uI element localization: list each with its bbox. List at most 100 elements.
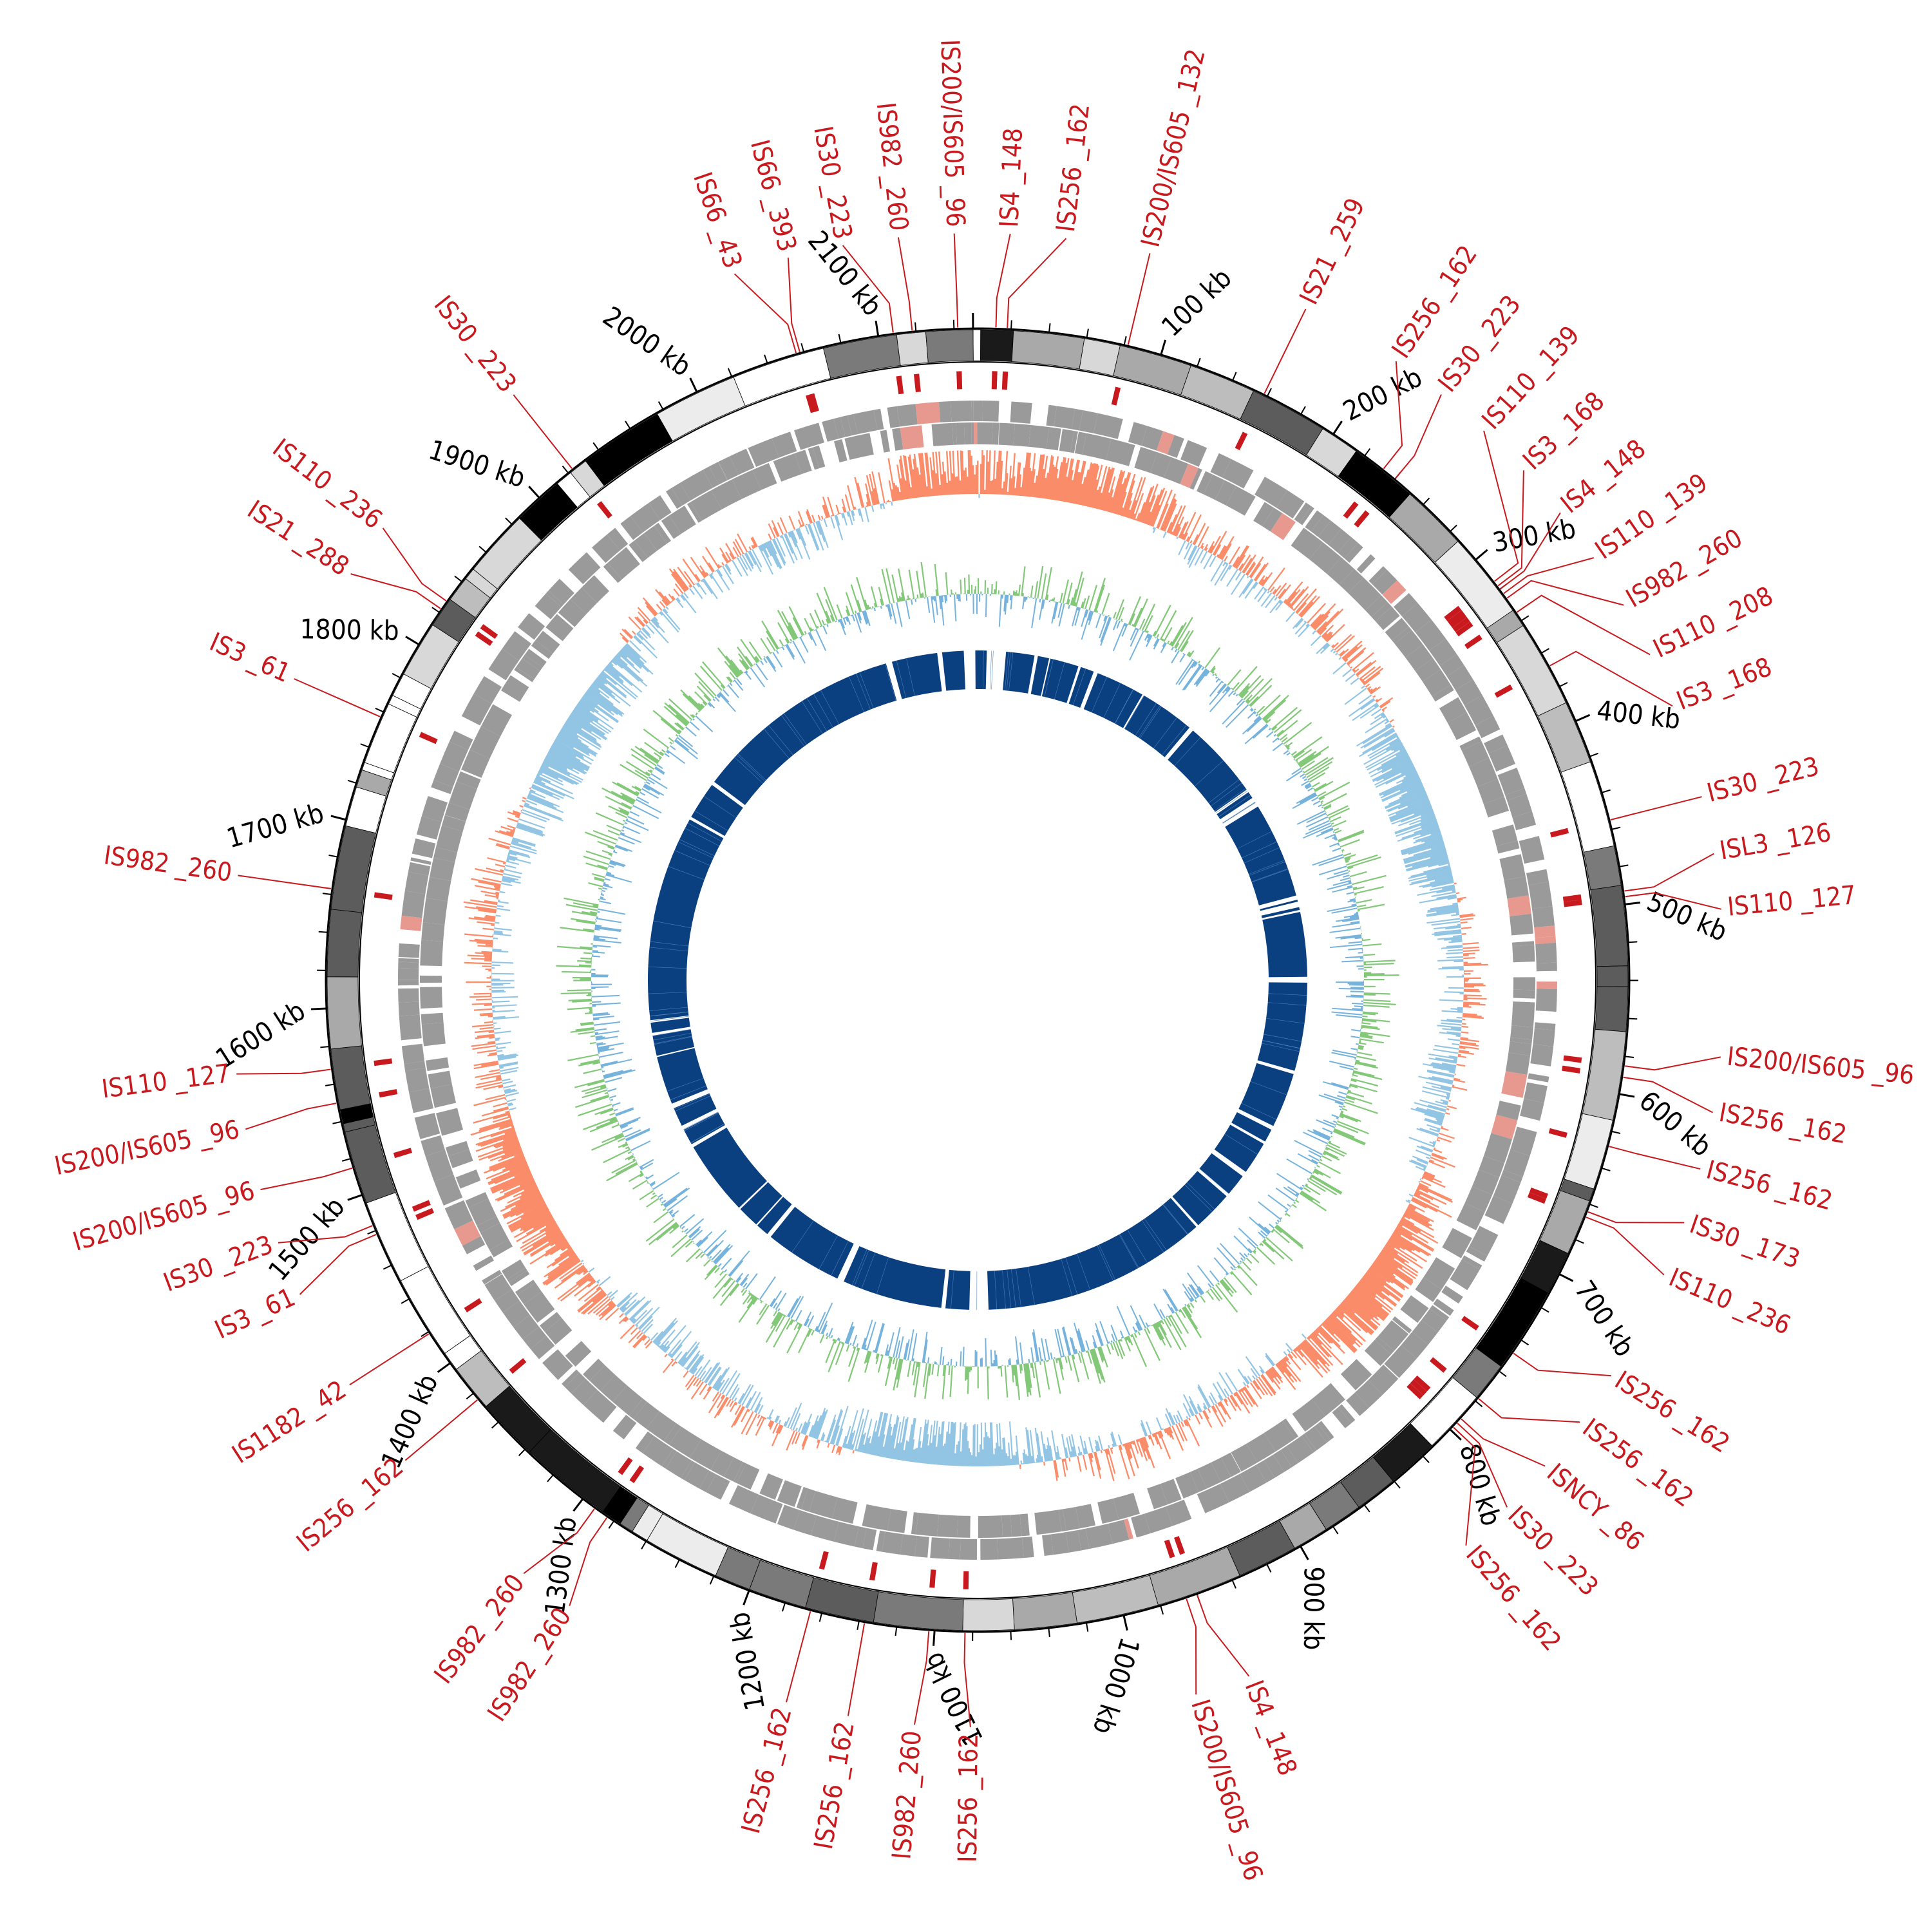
gene-block xyxy=(1511,1001,1535,1028)
minor-tick xyxy=(322,893,332,895)
ideogram-band xyxy=(1497,625,1567,717)
is-element-mark xyxy=(1452,617,1470,632)
inner-ring-stripe xyxy=(1054,662,1065,700)
gene-block xyxy=(1461,741,1490,767)
gene-block xyxy=(971,422,974,445)
gene-block xyxy=(1405,644,1434,671)
inner-ring-stripe xyxy=(654,1036,692,1045)
gene-block xyxy=(1338,536,1358,558)
gene-block xyxy=(669,1426,701,1458)
inner-ring-segment xyxy=(650,1018,690,1033)
minor-tick xyxy=(454,575,462,583)
inner-ring-segment xyxy=(691,784,743,837)
gene-block xyxy=(1019,1513,1030,1537)
gene-block xyxy=(679,469,713,501)
is-leader-line xyxy=(278,1225,373,1244)
gene-block xyxy=(1492,824,1518,846)
inner-ring-stripe xyxy=(694,810,728,831)
is-element-label: IS256 _162 xyxy=(809,1719,860,1852)
inner-ring-stripe xyxy=(791,1220,814,1253)
gene-block xyxy=(509,1270,530,1287)
minor-tick xyxy=(328,854,338,858)
inner-ring-stripe xyxy=(687,822,722,842)
gene-block xyxy=(794,450,812,475)
gene-block xyxy=(840,415,852,437)
gene-block xyxy=(668,506,696,534)
gene-block xyxy=(1402,603,1432,633)
gene-block xyxy=(900,1534,917,1557)
minor-tick xyxy=(625,421,631,430)
gene-block xyxy=(1134,446,1157,473)
minor-tick xyxy=(674,1559,680,1568)
gene-block xyxy=(833,439,848,463)
is-element-label: IS200/IS605 _96 xyxy=(934,39,970,227)
is-leader-line xyxy=(1457,1423,1508,1508)
inner-ring-segment xyxy=(1214,1124,1264,1172)
is-element-mark xyxy=(1343,501,1359,519)
gene-block xyxy=(1374,1336,1394,1355)
gene-block xyxy=(633,1401,659,1429)
gene-block xyxy=(1510,913,1533,936)
minor-tick xyxy=(1123,336,1127,346)
gene-block xyxy=(1503,1150,1530,1177)
is-element-mark xyxy=(1548,1128,1567,1138)
minor-tick xyxy=(1450,524,1457,532)
is-element-mark xyxy=(1494,684,1513,698)
inner-ring-stripe xyxy=(885,663,896,701)
gene-block xyxy=(854,1526,867,1549)
gene-block xyxy=(1446,665,1473,690)
gene-block xyxy=(1203,474,1225,500)
gene-block xyxy=(620,516,643,540)
ideogram-band xyxy=(980,329,1014,362)
gene-block xyxy=(571,1378,598,1405)
is-element-label: IS110 _127 xyxy=(1726,880,1857,922)
is-element-mark xyxy=(963,1571,969,1589)
gene-block xyxy=(1382,580,1406,604)
gene-block xyxy=(1231,1443,1258,1472)
gene-block xyxy=(1505,788,1527,800)
gene-block xyxy=(1294,502,1312,524)
is-element-mark xyxy=(1562,894,1582,902)
gene-block xyxy=(873,408,884,431)
gene-block xyxy=(1262,507,1283,532)
gene-block xyxy=(1220,1473,1250,1502)
gene-block xyxy=(1479,1156,1505,1178)
gene-block xyxy=(416,816,442,840)
gene-block xyxy=(398,1001,420,1016)
gene-block xyxy=(887,406,900,428)
gene-block xyxy=(1197,1462,1221,1489)
gene-block xyxy=(1526,869,1549,886)
minor-tick xyxy=(1520,1339,1530,1346)
is-element-label: IS30 _223 xyxy=(160,1230,277,1298)
gene-block xyxy=(1464,1186,1493,1213)
is-leader-line xyxy=(1383,361,1403,469)
inner-ring-stripe xyxy=(674,850,710,866)
gene-block xyxy=(862,1504,891,1531)
gene-block xyxy=(971,401,974,422)
is-leader-line xyxy=(569,1517,608,1606)
gene-block xyxy=(445,1141,469,1157)
kb-label-200: 200 kb xyxy=(1338,361,1427,428)
is-element-ticks xyxy=(374,371,1582,1589)
inner-ring-segment xyxy=(1257,982,1307,1071)
gene-block xyxy=(1528,1073,1549,1083)
is-element-mark xyxy=(1549,828,1569,838)
gene-block xyxy=(1222,459,1254,489)
gene-block xyxy=(1456,1202,1485,1231)
minor-tick xyxy=(1363,1504,1370,1513)
gene-block xyxy=(1339,569,1364,594)
major-tick xyxy=(1122,1615,1128,1631)
gene-block xyxy=(1433,1298,1454,1316)
major-tick xyxy=(875,320,880,337)
minor-tick xyxy=(1266,388,1272,397)
gene-block xyxy=(1483,796,1510,818)
is-leader-line xyxy=(1625,892,1722,910)
is-element-mark xyxy=(869,1562,878,1581)
minor-tick xyxy=(709,1575,715,1585)
gene-block xyxy=(1108,1519,1130,1544)
inner-ring-segment xyxy=(740,1182,782,1225)
major-tick xyxy=(405,636,420,646)
gene-block xyxy=(468,1198,497,1226)
minor-tick xyxy=(383,1264,392,1270)
gene-block xyxy=(583,1390,617,1423)
